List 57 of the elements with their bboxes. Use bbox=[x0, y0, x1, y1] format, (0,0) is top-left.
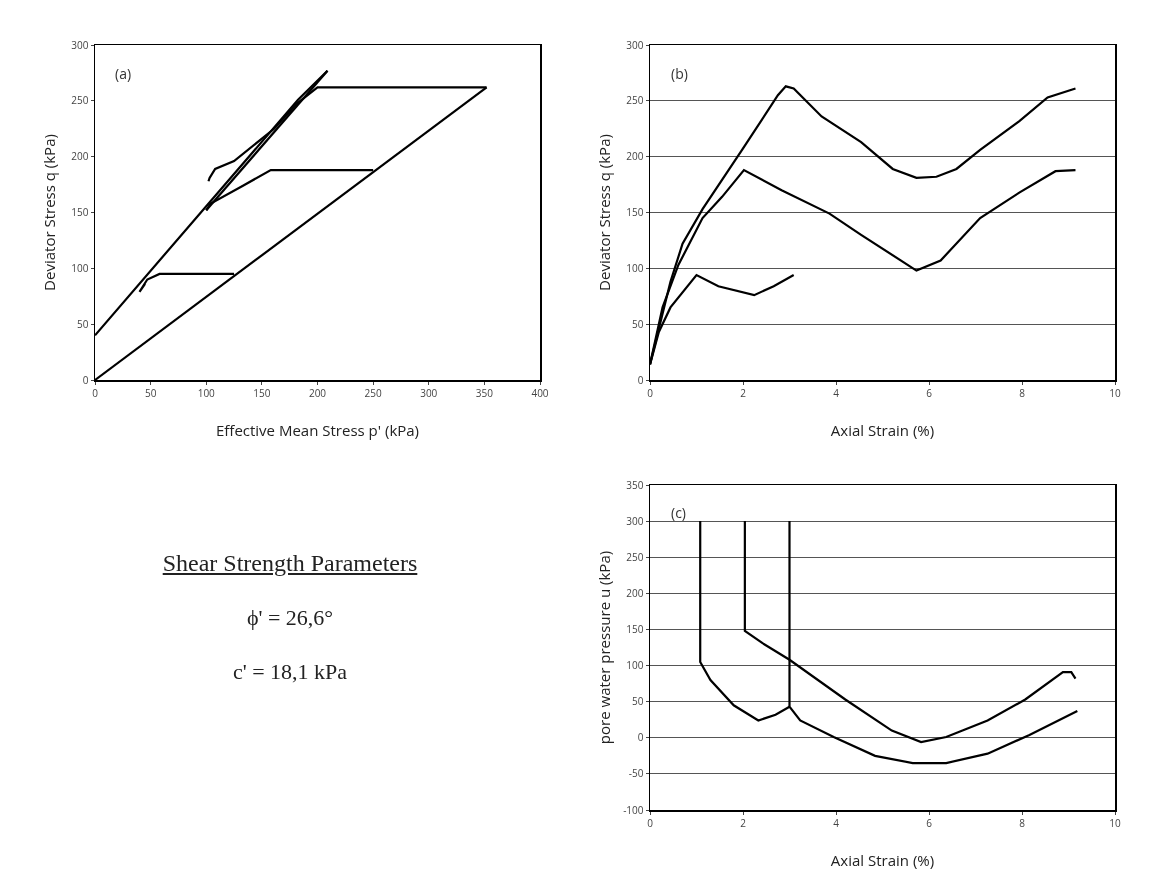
x-tick-label: 4 bbox=[833, 815, 840, 830]
y-tick-label: 200 bbox=[71, 149, 89, 164]
y-tick-label: 200 bbox=[626, 149, 644, 164]
x-tick-label: 6 bbox=[926, 385, 933, 400]
y-axis-title: Deviator Stress q (kPa) bbox=[593, 134, 614, 291]
y-tick-label: 0 bbox=[82, 372, 89, 387]
y-tick-label: 50 bbox=[77, 316, 89, 331]
x-tick-label: 0 bbox=[647, 385, 654, 400]
x-tick-label: 200 bbox=[308, 385, 327, 400]
text: Shear Strength Parameters bbox=[161, 550, 419, 577]
annotation: (b) bbox=[671, 64, 688, 83]
y-tick-label: 150 bbox=[626, 621, 644, 636]
y-tick-label: 150 bbox=[626, 205, 644, 219]
x-tick-label: 8 bbox=[1019, 385, 1026, 400]
x-axis-title: Axial Strain (%) bbox=[830, 849, 935, 870]
annotation: (c) bbox=[671, 503, 686, 522]
x-axis-title: Effective Mean Stress p' (kPa) bbox=[215, 419, 420, 440]
x-tick-label: 4 bbox=[833, 385, 840, 400]
y-tick-label: 50 bbox=[632, 316, 644, 331]
x-tick-label: 250 bbox=[364, 385, 382, 400]
y-tick-label: 300 bbox=[626, 37, 644, 52]
x-axis-title: Axial Strain (%) bbox=[830, 419, 935, 440]
y-axis-title: Deviator Stress q (kPa) bbox=[38, 134, 59, 291]
y-tick-label: 100 bbox=[626, 658, 644, 673]
y-tick-label: -50 bbox=[628, 766, 644, 781]
x-tick-label: 300 bbox=[420, 385, 438, 400]
text: c' = 18,1 kPa bbox=[231, 659, 349, 685]
x-tick-label: 150 bbox=[253, 385, 271, 400]
x-tick-label: 10 bbox=[1109, 815, 1121, 830]
y-tick-label: 0 bbox=[637, 730, 644, 745]
y-tick-label: 300 bbox=[626, 513, 644, 528]
x-tick-label: 2 bbox=[740, 385, 747, 400]
y-tick-label: 250 bbox=[71, 93, 89, 108]
y-axis-title: pore water pressure u (kPa) bbox=[593, 550, 614, 745]
y-tick-label: 200 bbox=[626, 585, 644, 600]
y-tick-label: 250 bbox=[626, 93, 644, 108]
y-tick-label: 50 bbox=[632, 694, 644, 709]
y-tick-label: 0 bbox=[637, 372, 644, 387]
y-tick-label: -100 bbox=[623, 802, 644, 817]
x-tick-label: 6 bbox=[926, 815, 933, 830]
x-tick-label: 10 bbox=[1109, 385, 1121, 400]
x-tick-label: 50 bbox=[144, 385, 157, 400]
y-tick-label: 100 bbox=[626, 260, 644, 275]
y-tick-label: 350 bbox=[626, 477, 644, 492]
annotation: (a) bbox=[115, 64, 132, 83]
x-tick-label: 100 bbox=[197, 385, 216, 400]
x-tick-label: 2 bbox=[740, 815, 747, 830]
y-tick-label: 150 bbox=[71, 205, 89, 219]
x-tick-label: 0 bbox=[92, 385, 99, 400]
y-tick-label: 250 bbox=[626, 549, 644, 564]
x-tick-label: 0 bbox=[647, 815, 654, 830]
text: ϕ' = 26,6° bbox=[245, 605, 335, 631]
y-tick-label: 100 bbox=[71, 260, 89, 275]
y-tick-label: 300 bbox=[71, 37, 89, 52]
x-tick-label: 400 bbox=[531, 385, 549, 400]
x-tick-label: 350 bbox=[475, 385, 494, 400]
x-tick-label: 8 bbox=[1019, 815, 1026, 830]
